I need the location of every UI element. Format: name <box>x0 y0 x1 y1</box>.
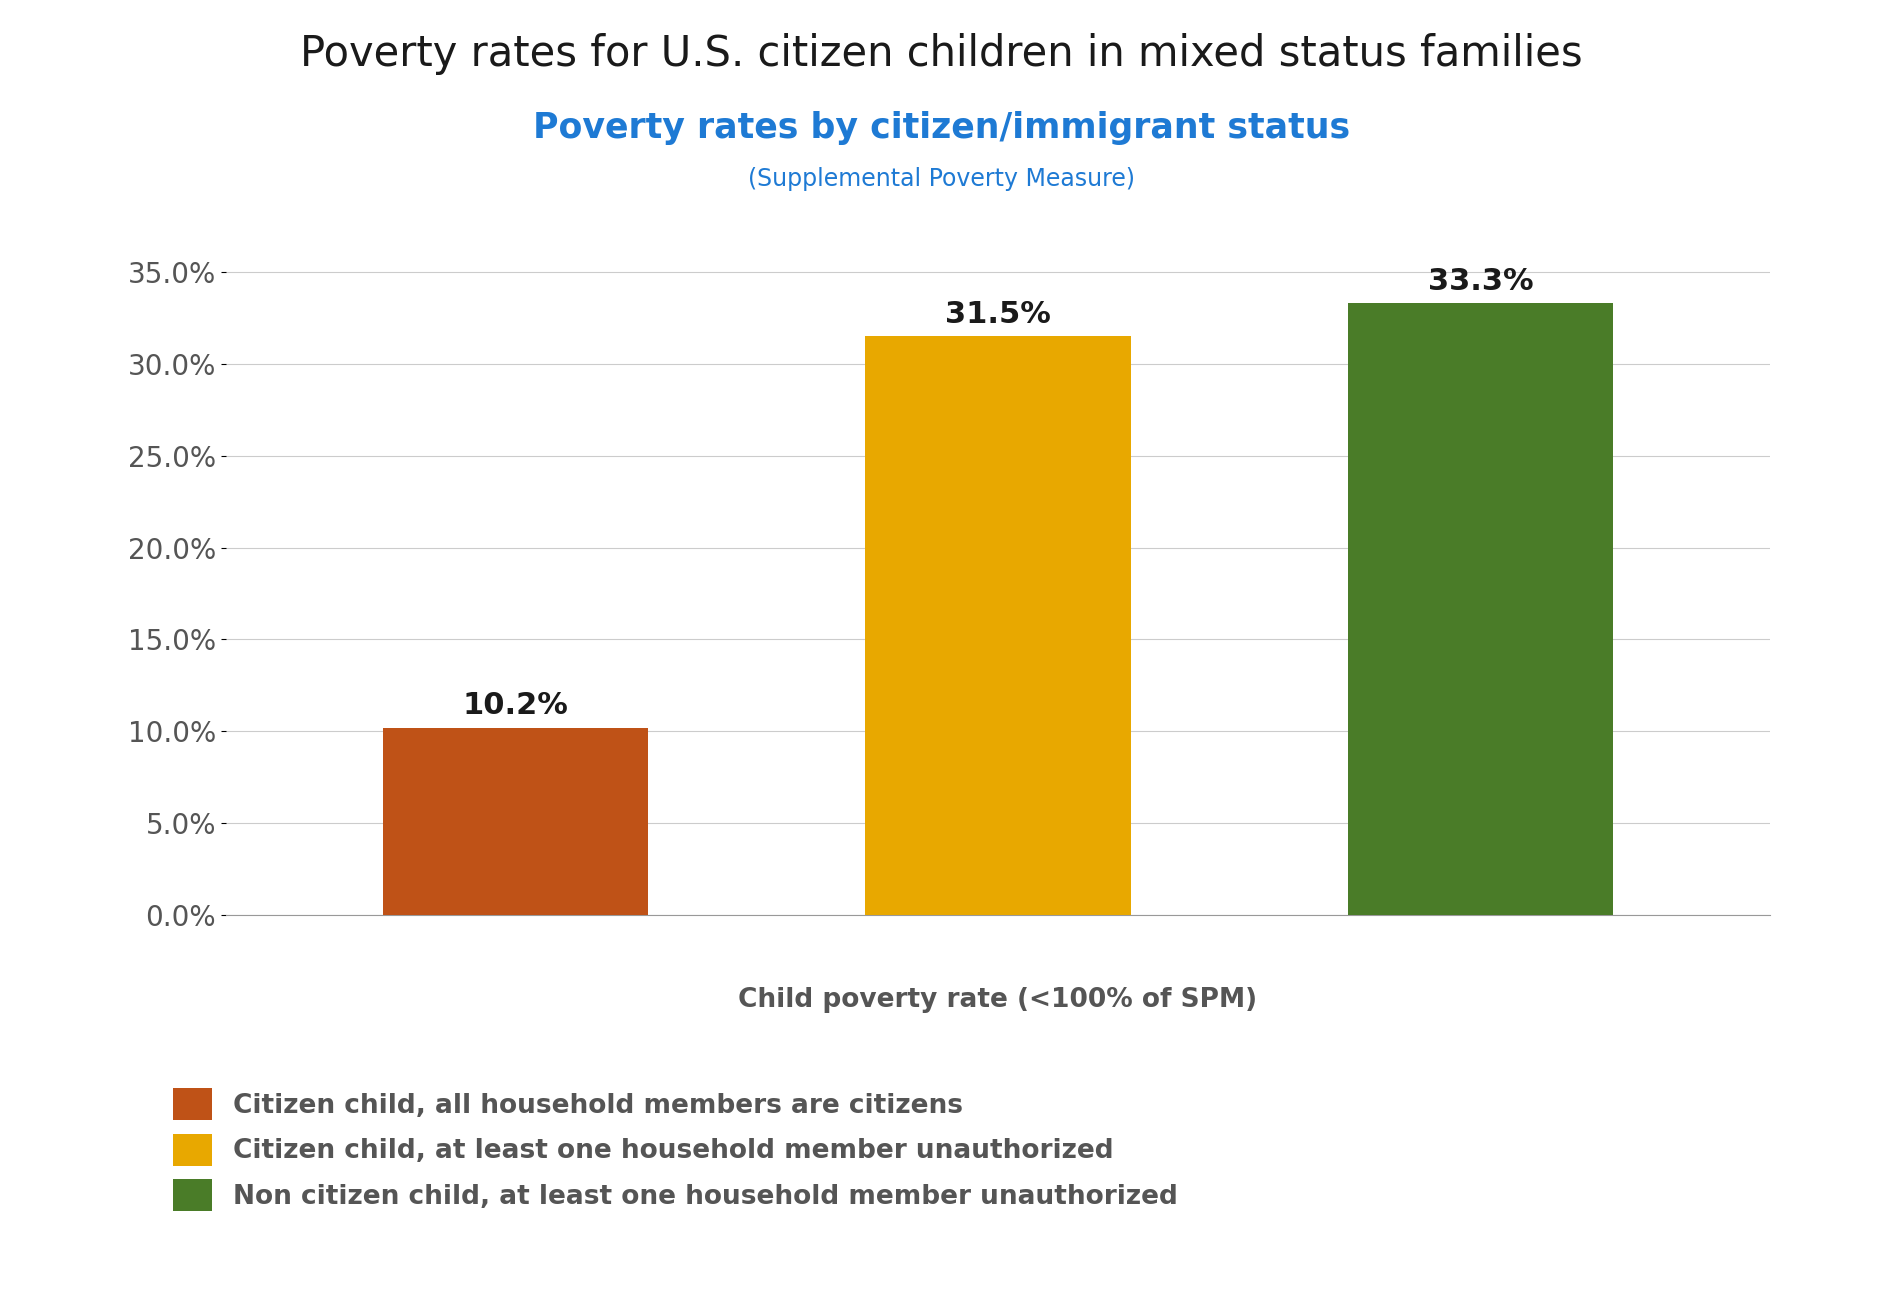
Text: Child poverty rate (<100% of SPM): Child poverty rate (<100% of SPM) <box>738 987 1257 1013</box>
Bar <box>1348 303 1613 915</box>
Bar <box>866 336 1129 915</box>
Text: 33.3%: 33.3% <box>1427 267 1532 295</box>
Text: 10.2%: 10.2% <box>463 691 568 720</box>
Bar <box>382 728 647 915</box>
Text: Poverty rates by citizen/immigrant status: Poverty rates by citizen/immigrant statu… <box>533 111 1349 145</box>
Text: 31.5%: 31.5% <box>945 299 1050 329</box>
Text: Poverty rates for U.S. citizen children in mixed status families: Poverty rates for U.S. citizen children … <box>299 33 1583 74</box>
Legend: Citizen child, all household members are citizens, Citizen child, at least one h: Citizen child, all household members are… <box>162 1077 1188 1222</box>
Text: (Supplemental Poverty Measure): (Supplemental Poverty Measure) <box>747 167 1135 191</box>
